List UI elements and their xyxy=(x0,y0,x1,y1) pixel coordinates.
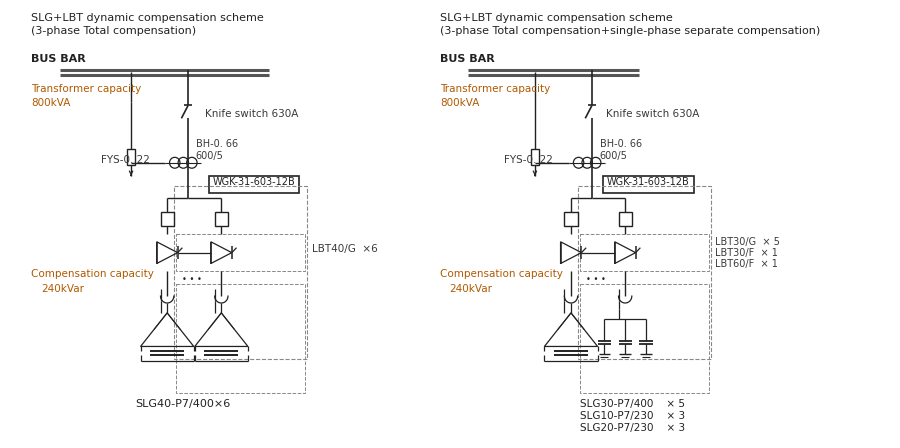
Text: Knife switch 630A: Knife switch 630A xyxy=(607,109,699,120)
Text: SLG20-P7/230    × 3: SLG20-P7/230 × 3 xyxy=(580,422,685,432)
Bar xyxy=(580,284,709,393)
Bar xyxy=(215,212,228,226)
Text: FYS-0. 22: FYS-0. 22 xyxy=(505,155,554,165)
Text: LBT30/F  × 1: LBT30/F × 1 xyxy=(716,248,778,258)
Bar xyxy=(603,176,694,194)
Bar xyxy=(127,149,135,165)
Text: SLG40-P7/400×6: SLG40-P7/400×6 xyxy=(136,399,231,409)
Text: BH-0. 66: BH-0. 66 xyxy=(195,139,238,149)
Text: FYS-0. 22: FYS-0. 22 xyxy=(101,155,149,165)
Text: SLG30-P7/400    × 5: SLG30-P7/400 × 5 xyxy=(580,399,685,409)
Bar xyxy=(174,186,307,359)
Bar xyxy=(618,212,632,226)
Bar xyxy=(578,186,711,359)
Bar xyxy=(176,234,305,271)
Text: Compensation capacity: Compensation capacity xyxy=(32,269,154,280)
Bar xyxy=(209,176,299,194)
Text: 600/5: 600/5 xyxy=(195,151,223,161)
Text: 240kVar: 240kVar xyxy=(40,284,84,294)
Text: 240kVar: 240kVar xyxy=(449,284,492,294)
Bar xyxy=(160,212,174,226)
Text: Knife switch 630A: Knife switch 630A xyxy=(205,109,299,120)
Text: (3-phase Total compensation+single-phase separate compensation): (3-phase Total compensation+single-phase… xyxy=(440,26,820,36)
Bar xyxy=(564,212,578,226)
Text: • • •: • • • xyxy=(183,276,202,284)
Text: 800kVA: 800kVA xyxy=(440,98,480,108)
Text: LBT30/G  × 5: LBT30/G × 5 xyxy=(716,237,780,247)
Text: 800kVA: 800kVA xyxy=(32,98,71,108)
Text: WGK-31-603-12B: WGK-31-603-12B xyxy=(212,177,295,187)
Text: SLG10-P7/230    × 3: SLG10-P7/230 × 3 xyxy=(580,411,685,421)
Text: BUS BAR: BUS BAR xyxy=(440,54,495,64)
Text: • • •: • • • xyxy=(586,276,606,284)
Text: LBT40/G  ×6: LBT40/G ×6 xyxy=(311,244,377,254)
Text: Compensation capacity: Compensation capacity xyxy=(440,269,562,280)
Text: SLG+LBT dynamic compensation scheme: SLG+LBT dynamic compensation scheme xyxy=(440,13,672,23)
Text: SLG+LBT dynamic compensation scheme: SLG+LBT dynamic compensation scheme xyxy=(32,13,264,23)
Text: Transformer capacity: Transformer capacity xyxy=(32,84,141,94)
Bar xyxy=(580,234,709,271)
Text: LBT60/F  × 1: LBT60/F × 1 xyxy=(716,258,778,268)
Text: BH-0. 66: BH-0. 66 xyxy=(599,139,642,149)
Text: Transformer capacity: Transformer capacity xyxy=(440,84,550,94)
Text: WGK-31-603-12B: WGK-31-603-12B xyxy=(608,177,689,187)
Text: BUS BAR: BUS BAR xyxy=(32,54,86,64)
Bar xyxy=(531,149,539,165)
Bar xyxy=(176,284,305,393)
Text: (3-phase Total compensation): (3-phase Total compensation) xyxy=(32,26,196,36)
Text: 600/5: 600/5 xyxy=(599,151,627,161)
